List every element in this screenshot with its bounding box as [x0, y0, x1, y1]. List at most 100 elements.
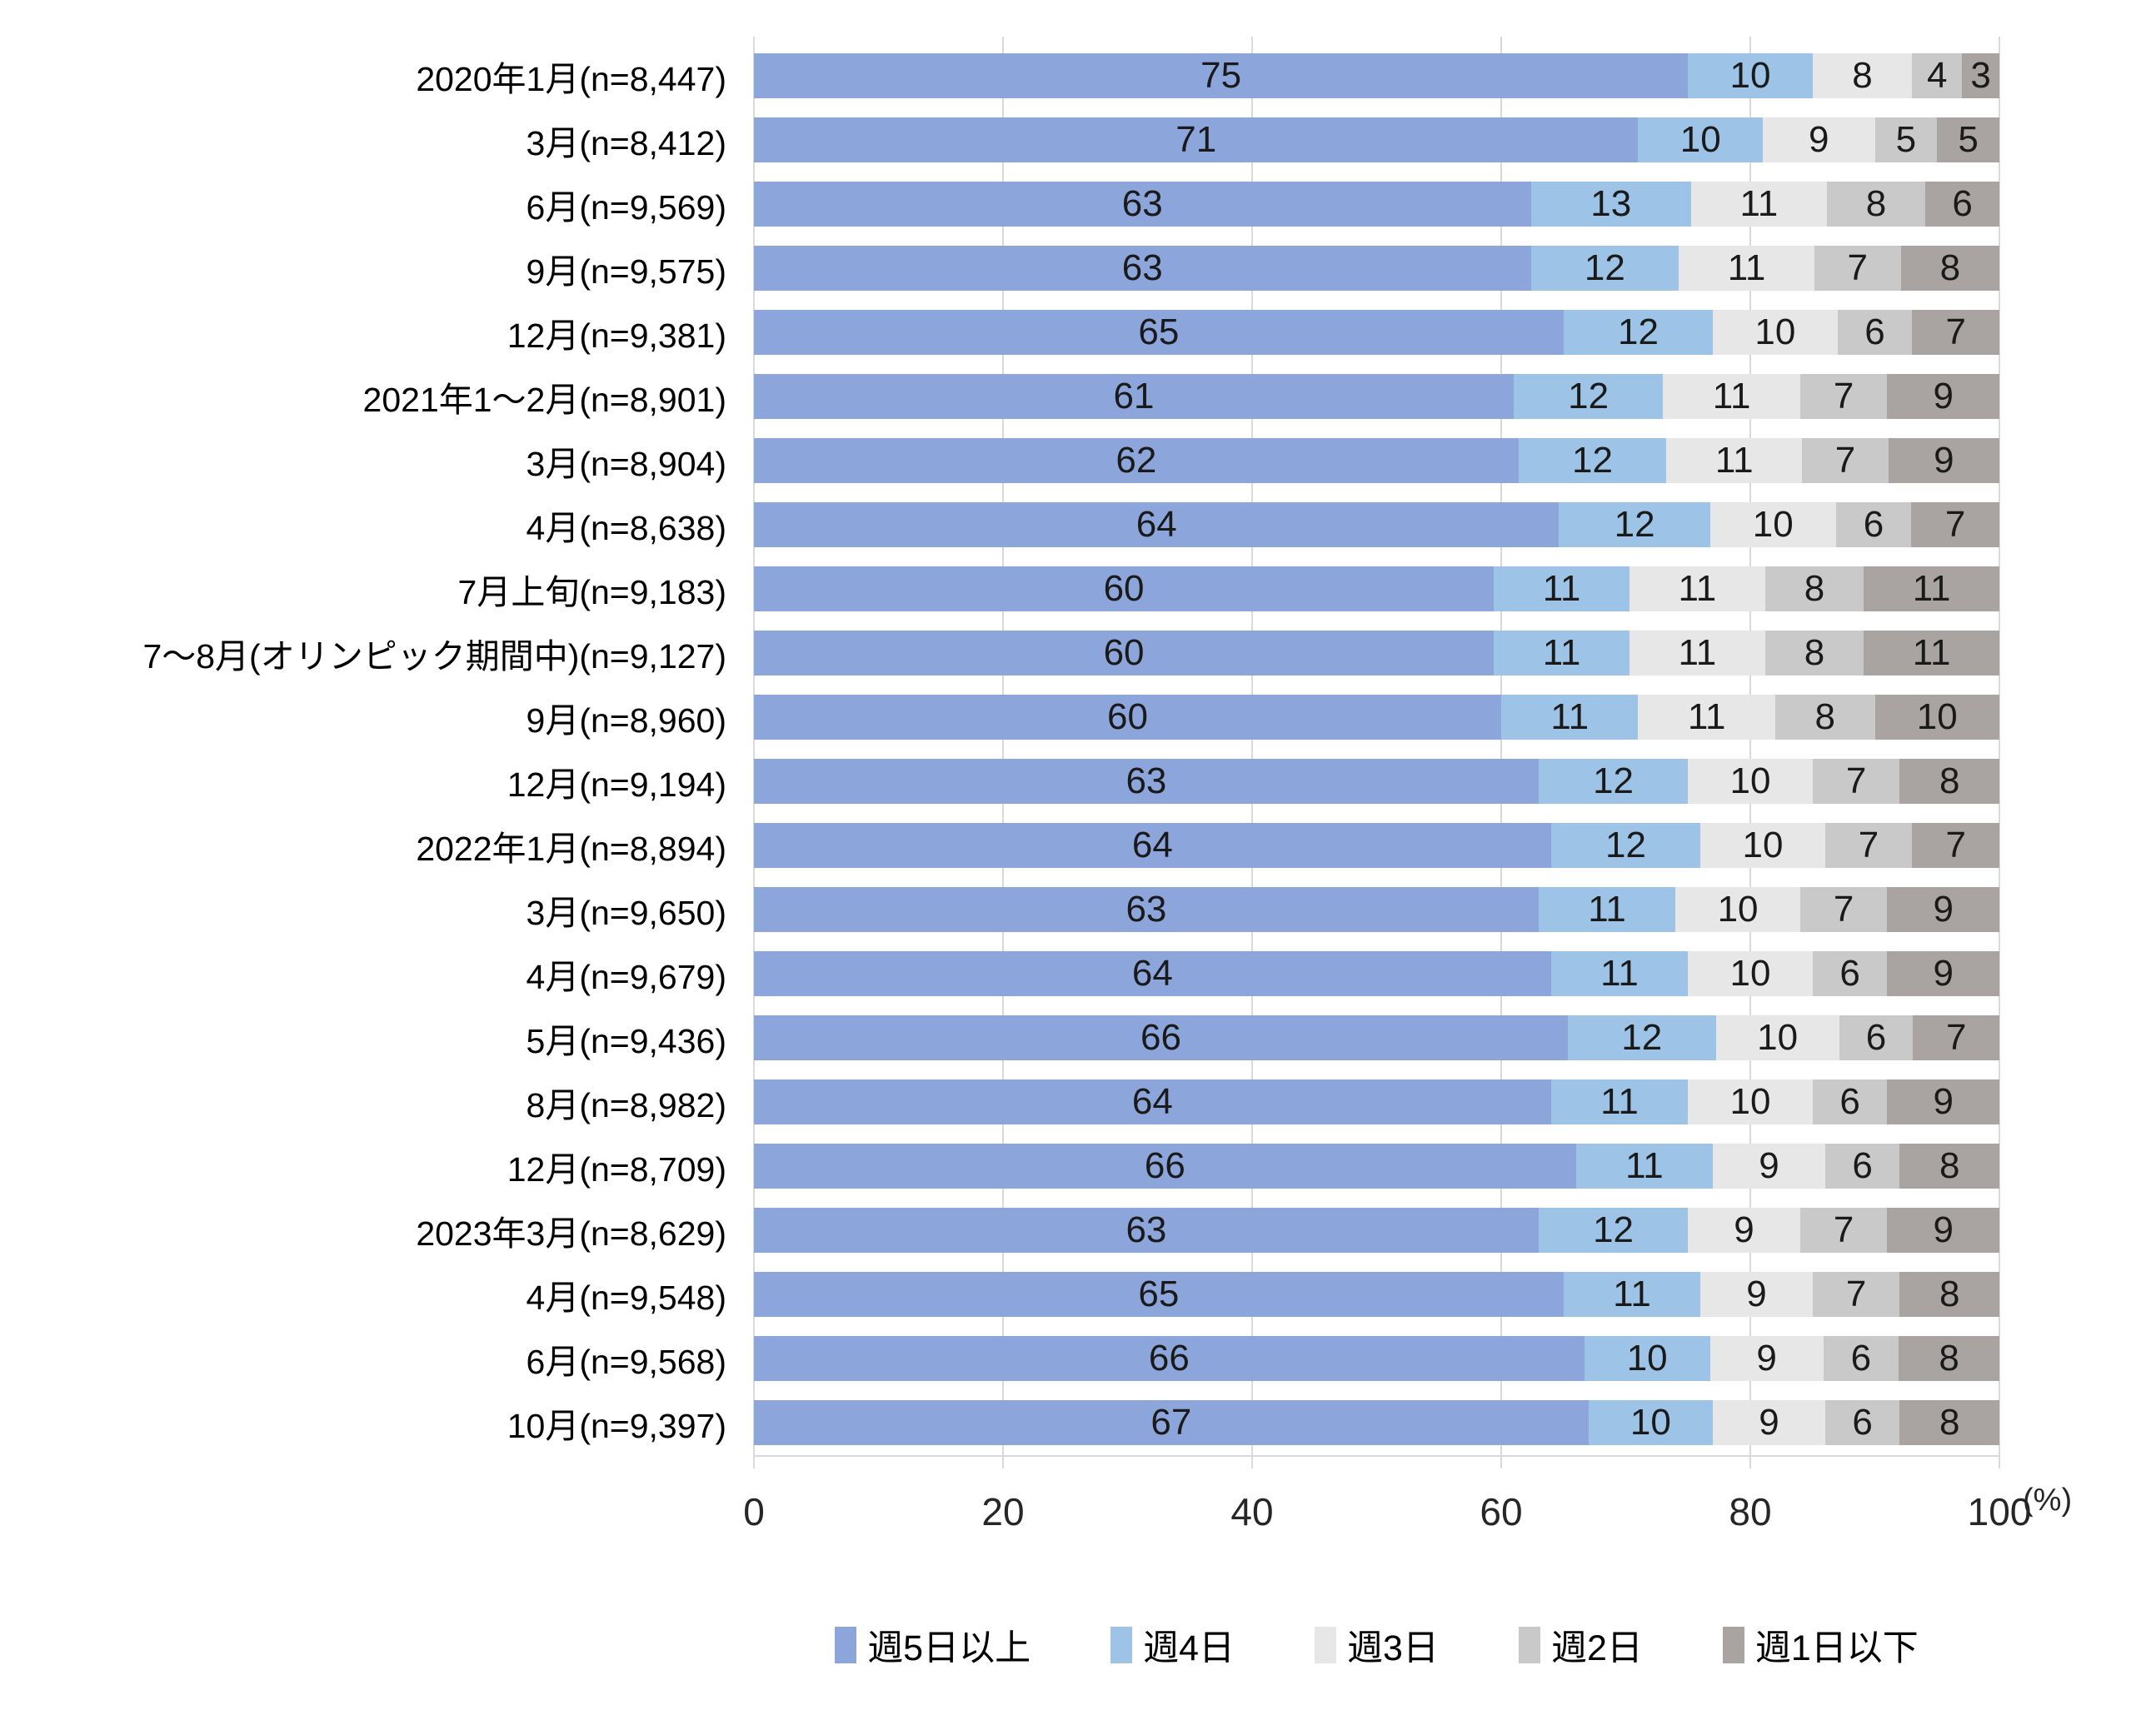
bar-segment-週3日: 10 — [1700, 823, 1825, 868]
category-label: 10月(n=9,397) — [507, 1407, 726, 1445]
bar-segment-週2日: 7 — [1814, 246, 1901, 291]
segment-value-label: 12 — [1614, 504, 1655, 545]
bar-segment-週1日以下: 7 — [1912, 310, 2000, 355]
segment-value-label: 8 — [1814, 696, 1835, 737]
bar-segment-週3日: 10 — [1688, 1079, 1813, 1124]
segment-value-label: 12 — [1605, 825, 1646, 865]
bar-segment-週1日以下: 7 — [1913, 1015, 1999, 1060]
bar-row: 75 10 8 4 3 — [754, 53, 1999, 98]
x-tick-label-60: 60 — [1480, 1490, 1523, 1533]
segment-value-label: 11 — [1739, 183, 1779, 224]
bar-segment-週1日以下: 7 — [1912, 823, 2000, 868]
segment-value-label: 60 — [1107, 696, 1148, 737]
bar-segment-週3日: 10 — [1709, 502, 1836, 547]
bar-segment-週1日以下: 9 — [1887, 374, 2000, 419]
segment-value-label: 7 — [1845, 760, 1867, 801]
category-axis-line — [754, 1455, 1999, 1457]
segment-value-label: 60 — [1103, 632, 1145, 673]
bar-segment-週4日: 11 — [1563, 1272, 1701, 1317]
segment-value-label: 9 — [1808, 119, 1829, 160]
tick-mark-0 — [753, 1455, 755, 1468]
bar-segment-週1日以下: 3 — [1962, 53, 1999, 98]
segment-value-label: 65 — [1138, 312, 1180, 352]
segment-value-label: 11 — [1678, 568, 1717, 609]
bar-segment-週3日: 8 — [1812, 53, 1913, 98]
bar-segment-週5日以上: 64 — [754, 823, 1551, 868]
segment-value-label: 11 — [1600, 1081, 1639, 1122]
bar-segment-週2日: 8 — [1774, 695, 1875, 740]
segment-value-label: 5 — [1958, 119, 1979, 160]
segment-value-label: 8 — [1939, 760, 1960, 801]
segment-value-label: 11 — [1542, 568, 1581, 609]
bar-segment-週4日: 11 — [1501, 695, 1639, 740]
segment-value-label: 3 — [1970, 55, 1991, 96]
segment-value-label: 9 — [1756, 1338, 1777, 1379]
tick-mark-60 — [1500, 1455, 1502, 1468]
category-label: 2023年3月(n=8,629) — [416, 1214, 726, 1253]
bar-segment-週4日: 12 — [1518, 438, 1667, 483]
category-label: 6月(n=9,568) — [526, 1343, 726, 1381]
segment-value-label: 9 — [1759, 1402, 1779, 1443]
category-label: 4月(n=8,638) — [526, 509, 726, 547]
bar-segment-週5日以上: 64 — [754, 1079, 1551, 1124]
category-label: 2020年1月(n=8,447) — [416, 60, 726, 98]
bar-segment-週3日: 10 — [1688, 759, 1813, 804]
bar-segment-週3日: 11 — [1666, 438, 1803, 483]
segment-value-label: 11 — [1542, 632, 1581, 673]
legend-label: 週2日 — [1550, 1628, 1643, 1668]
x-tick-label-40: 40 — [1230, 1490, 1274, 1533]
bar-segment-週5日以上: 66 — [754, 1015, 1568, 1060]
category-label: 3月(n=8,904) — [526, 445, 726, 483]
segment-value-label: 60 — [1103, 568, 1145, 609]
segment-value-label: 64 — [1131, 825, 1173, 865]
bar-row: 62 12 11 7 9 — [754, 438, 1999, 483]
segment-value-label: 9 — [1746, 1274, 1767, 1314]
bar-segment-週4日: 10 — [1638, 117, 1763, 162]
segment-value-label: 63 — [1121, 247, 1163, 288]
tick-mark-20 — [1002, 1455, 1004, 1468]
bar-segment-週2日: 7 — [1812, 759, 1900, 804]
segment-value-label: 8 — [1939, 1338, 1959, 1379]
segment-value-label: 6 — [1839, 1081, 1860, 1122]
segment-value-label: 7 — [1845, 1274, 1867, 1314]
bar-segment-週1日以下: 11 — [1864, 566, 2000, 611]
bar-segment-週4日: 12 — [1538, 759, 1689, 804]
segment-value-label: 9 — [1759, 1145, 1779, 1186]
bar-segment-週5日以上: 67 — [754, 1400, 1589, 1445]
segment-value-label: 8 — [1865, 183, 1887, 224]
bar-segment-週2日: 8 — [1764, 566, 1864, 611]
bar-segment-週1日以下: 8 — [1899, 759, 1999, 804]
segment-value-label: 11 — [1588, 889, 1626, 930]
segment-value-label: 66 — [1148, 1338, 1190, 1379]
legend-label: 週4日 — [1143, 1628, 1235, 1668]
segment-value-label: 10 — [1729, 953, 1771, 994]
segment-value-label: 10 — [1729, 55, 1771, 96]
segment-value-label: 65 — [1138, 1274, 1180, 1314]
segment-value-label: 7 — [1945, 1017, 1967, 1058]
category-label: 12月(n=9,194) — [507, 765, 726, 804]
segment-value-label: 12 — [1593, 760, 1634, 801]
segment-value-label: 10 — [1626, 1338, 1668, 1379]
x-axis-unit-label: (%) — [2023, 1483, 2073, 1518]
bar-segment-週4日: 12 — [1567, 1015, 1716, 1060]
bar-row: 64 11 10 6 9 — [754, 951, 1999, 996]
bar-segment-週2日: 5 — [1874, 117, 1938, 162]
bar-segment-週1日以下: 9 — [1887, 887, 1999, 932]
legend-swatch — [835, 1627, 857, 1663]
segment-value-label: 10 — [1754, 312, 1796, 352]
segment-value-label: 6 — [1864, 312, 1885, 352]
gridline-0 — [753, 37, 755, 1455]
gridline-20 — [1002, 37, 1004, 1455]
segment-value-label: 8 — [1852, 55, 1873, 96]
bar-row: 65 11 9 7 8 — [754, 1272, 1999, 1317]
segment-value-label: 7 — [1833, 889, 1854, 930]
segment-value-label: 11 — [1678, 632, 1717, 673]
segment-value-label: 6 — [1852, 1145, 1873, 1186]
bar-row: 66 11 9 6 8 — [754, 1144, 1999, 1189]
segment-value-label: 75 — [1200, 55, 1242, 96]
segment-value-label: 6 — [1865, 1017, 1887, 1058]
plot-area: 75 10 8 4 3 71 10 9 5 5 63 13 11 8 6 63 12 11 7 8 65 12 10 6 7 61… — [753, 37, 2000, 1468]
category-label: 3月(n=8,412) — [526, 124, 726, 162]
gridline-100 — [1999, 37, 2000, 1455]
segment-value-label: 10 — [1916, 696, 1958, 737]
